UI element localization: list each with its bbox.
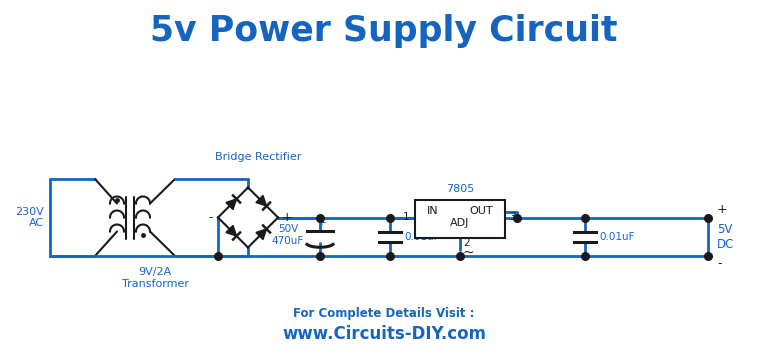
Text: 5V
DC: 5V DC: [717, 223, 734, 251]
Text: 9V/2A
Transformer: 9V/2A Transformer: [121, 267, 188, 289]
Text: +: +: [282, 211, 293, 224]
Text: +: +: [717, 203, 727, 216]
Bar: [415, 199, 505, 237]
Text: For Complete Details Visit :: For Complete Details Visit :: [293, 308, 475, 320]
Polygon shape: [256, 229, 266, 240]
Text: -: -: [208, 211, 213, 224]
Text: Bridge Rectifier: Bridge Rectifier: [215, 152, 301, 162]
Text: OUT: OUT: [469, 206, 493, 217]
Text: -: -: [717, 257, 721, 270]
Text: 3: 3: [509, 213, 515, 222]
Text: 50V
470uF: 50V 470uF: [272, 224, 304, 246]
Polygon shape: [256, 195, 266, 206]
Text: +: +: [317, 216, 327, 229]
Text: 1: 1: [402, 213, 409, 222]
Text: 0.01uF: 0.01uF: [599, 232, 634, 242]
Text: IN: IN: [427, 206, 439, 217]
Text: 0.01uF: 0.01uF: [404, 232, 439, 242]
Polygon shape: [226, 225, 237, 236]
Text: ADJ: ADJ: [450, 218, 470, 229]
Text: ~: ~: [462, 245, 474, 260]
Polygon shape: [226, 199, 237, 210]
Text: 7805: 7805: [446, 183, 474, 194]
Text: 2: 2: [463, 238, 469, 249]
Text: 5v Power Supply Circuit: 5v Power Supply Circuit: [151, 14, 617, 48]
Text: 230V
AC: 230V AC: [15, 207, 44, 228]
Text: www.Circuits-DIY.com: www.Circuits-DIY.com: [282, 325, 486, 343]
